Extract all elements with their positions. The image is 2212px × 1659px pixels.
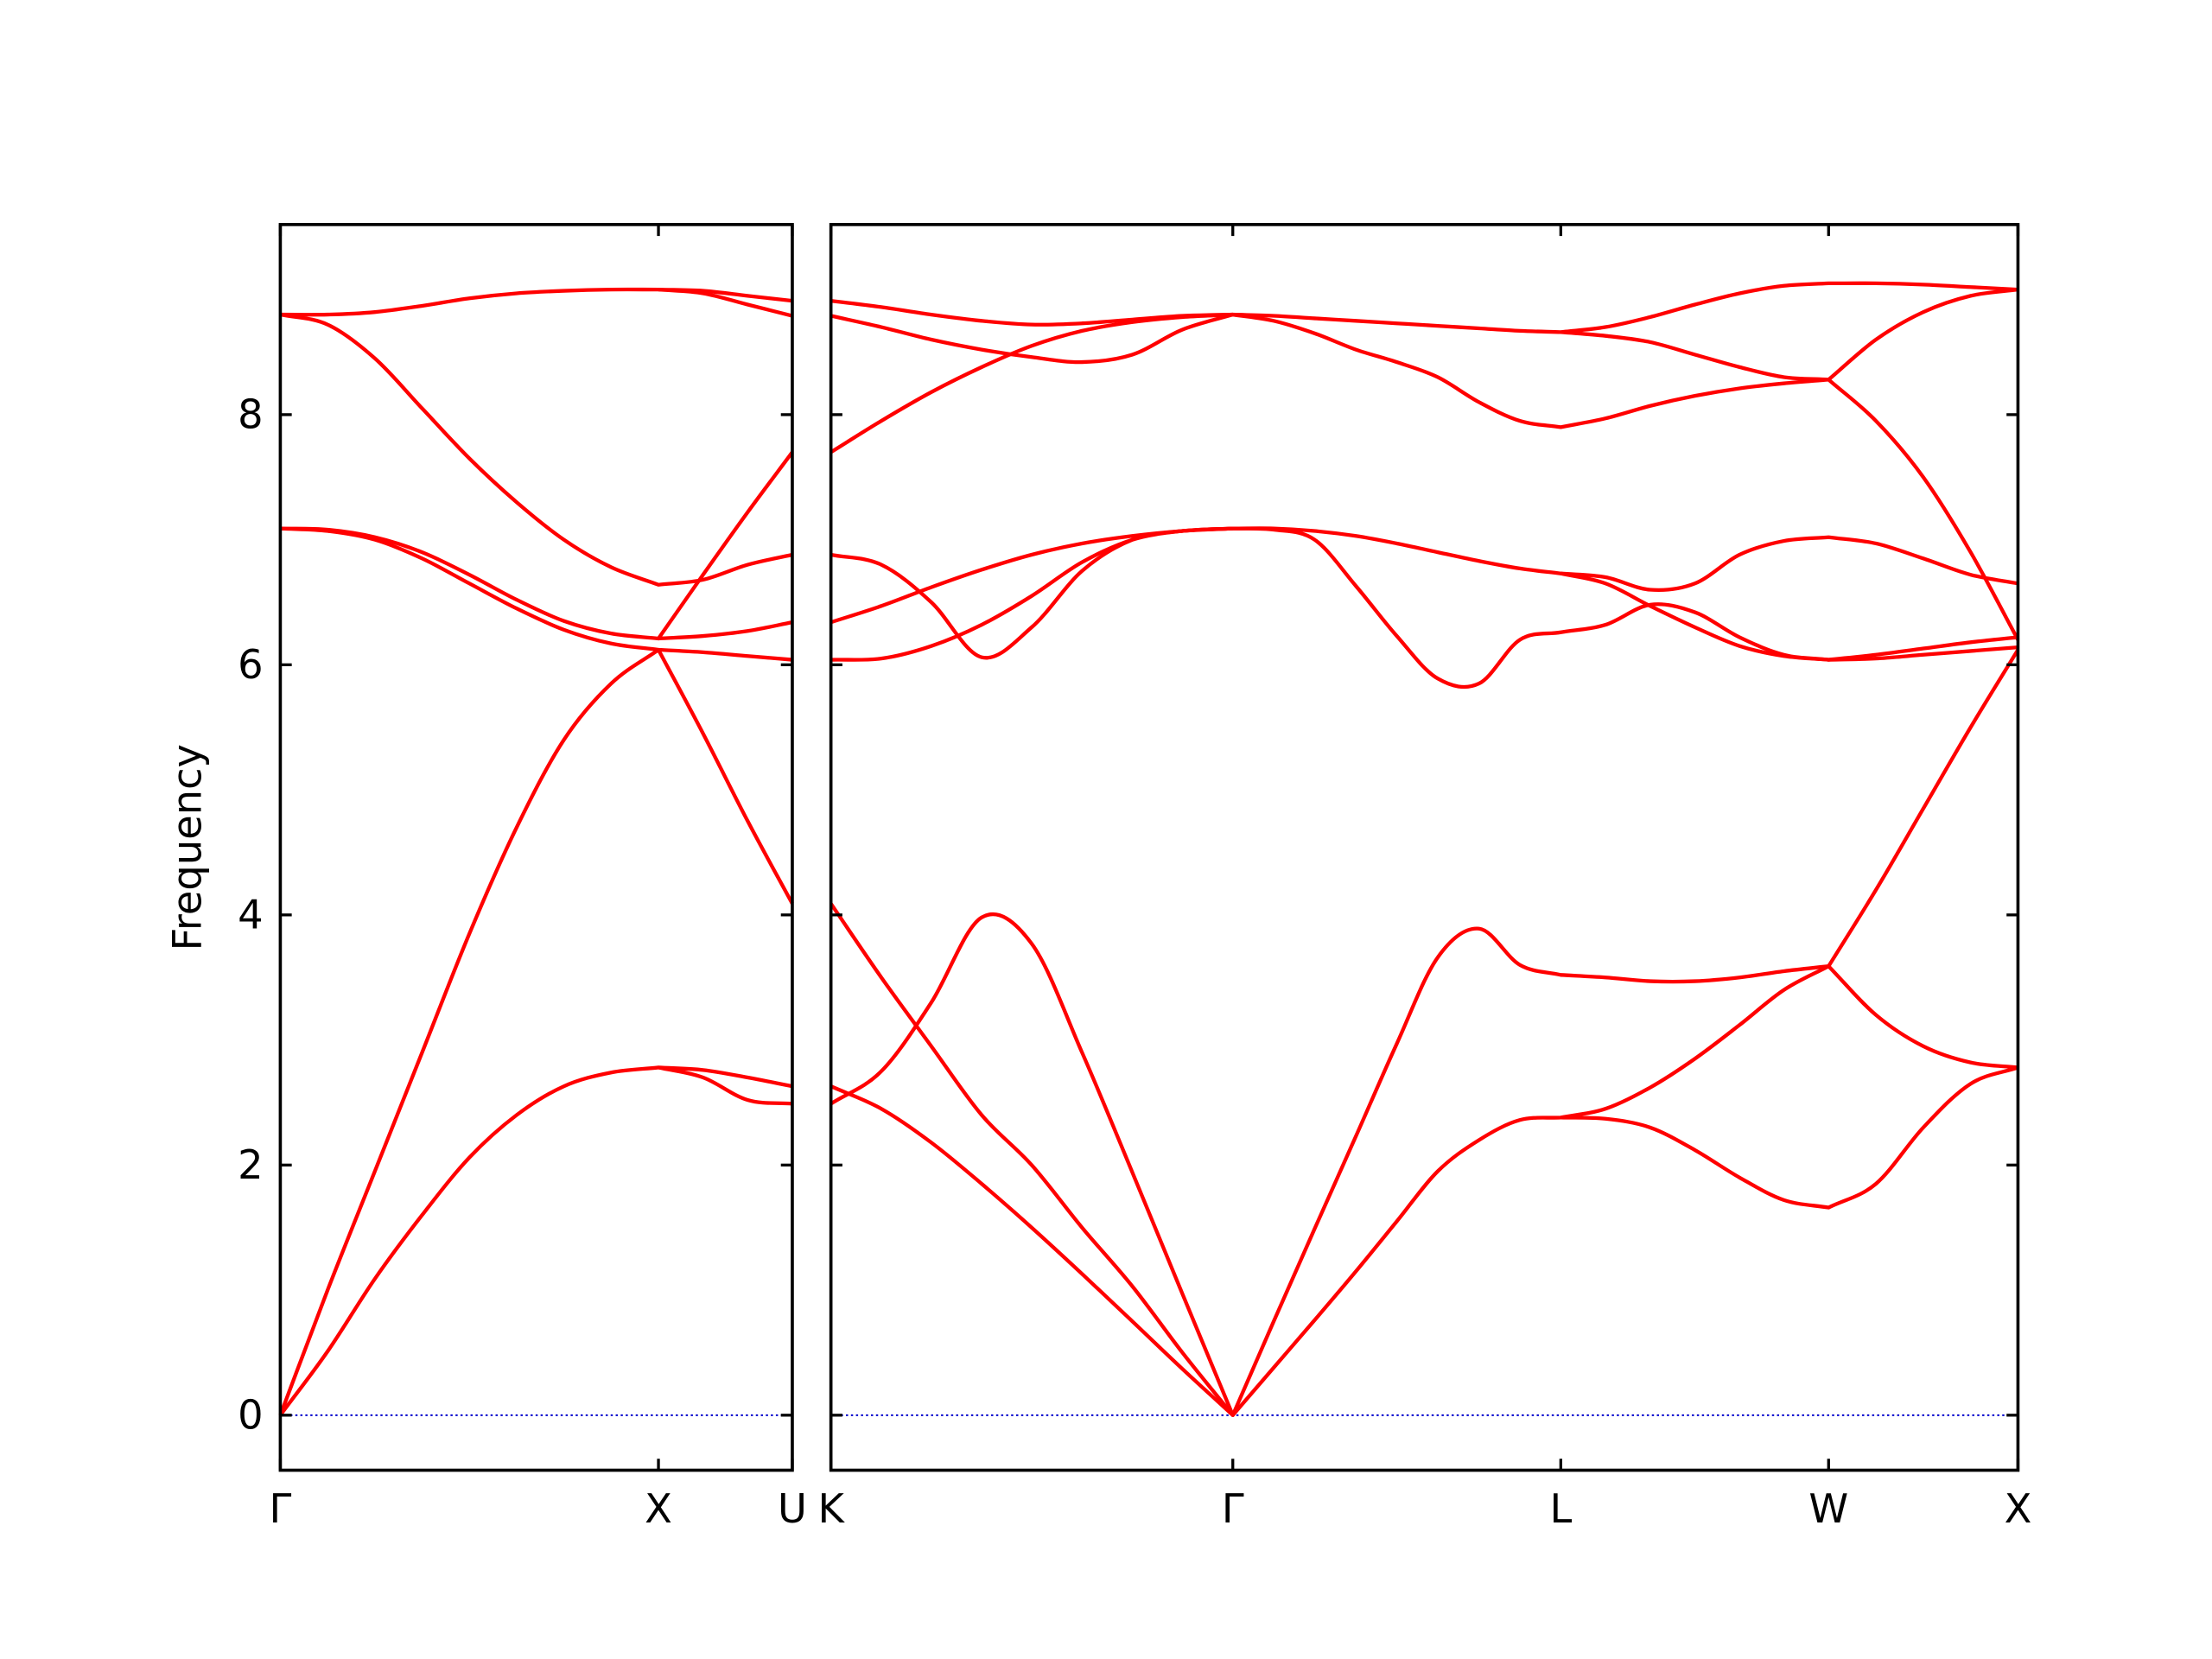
plot-frame [829,223,2020,1472]
x-tick-label: X [645,1485,672,1532]
x-tick-label: K [817,1485,845,1532]
band-line [658,287,793,318]
y-tick-label: 0 [238,1392,263,1439]
x-tick-label: L [1549,1485,1572,1532]
band-line [278,1065,793,1417]
y-tick-label: 4 [238,892,263,938]
band-line [279,312,793,587]
band-line [830,287,2018,429]
band-line [280,526,793,662]
y-axis-label: Frequency [164,744,211,950]
band-line [830,1065,2019,1417]
band-line [830,526,2018,662]
plot-frame [278,223,794,1472]
band-line [280,287,793,317]
x-tick-label: U [778,1485,807,1532]
y-tick-label: 8 [238,391,263,438]
band-line [830,312,2020,641]
x-tick-label: W [1808,1485,1848,1532]
x-tick-label: X [2005,1485,2032,1532]
band-line [830,912,2018,1417]
band-line [658,620,793,641]
band-line [278,647,794,1416]
y-tick-label: 6 [238,641,263,688]
x-tick-label: Γ [270,1485,292,1532]
band-line [658,1065,793,1106]
band-line [830,526,2018,660]
band-line [280,451,794,641]
y-tick-label: 2 [238,1141,263,1188]
x-tick-label: Γ [1222,1485,1244,1532]
band-line [830,281,2018,334]
band-line [829,648,2020,1417]
